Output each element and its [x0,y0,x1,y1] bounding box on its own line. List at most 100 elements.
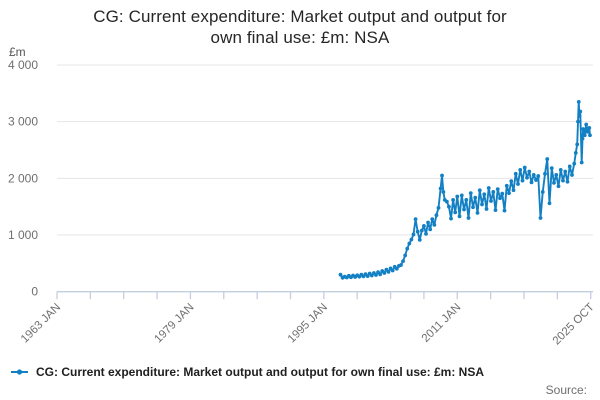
series-point [573,150,578,155]
series-point [580,136,585,141]
series-point [462,207,466,212]
series-point [365,274,370,279]
series-point [563,169,568,174]
series-point [440,173,444,178]
series-point [491,190,496,194]
series-point [424,231,428,236]
series-point [390,268,395,273]
chart-title: CG: Current expenditure: Market output a… [0,6,600,48]
series-point [536,174,541,178]
series-point [482,192,487,197]
series-point [382,271,387,275]
series-point [441,190,446,194]
series-point [581,127,586,131]
series-point [468,191,473,195]
series-point [484,207,489,211]
series-point [405,246,410,251]
series-point [399,263,403,267]
series-point [409,237,414,242]
series-point [584,122,589,127]
series-point [493,208,498,212]
series-point [447,204,451,209]
series-point [554,173,559,177]
legend-label: CG: Current expenditure: Market output a… [36,365,485,379]
y-tick-label: 4 000 [8,58,38,72]
series-point [518,167,523,172]
series-point [561,178,565,183]
plot-area[interactable] [57,65,593,292]
series-point [577,114,582,118]
legend-series-marker-icon [11,369,28,375]
y-tick-label: 3 000 [8,115,38,129]
series-point [547,201,552,206]
series-point [411,232,416,237]
series-point [540,190,545,194]
series-point [426,220,430,225]
y-tick-label: 2 000 [8,171,38,185]
series-point [338,272,343,277]
series-point [434,213,439,218]
series-point [513,171,518,176]
series-point [489,199,493,203]
series-point [415,229,420,234]
series-point [511,188,516,193]
series-point [549,166,554,171]
series-point [585,129,590,134]
series-point [428,227,433,232]
x-tick-label: 1979 JAN [152,301,196,345]
series-point [558,167,563,172]
series-point [378,272,383,277]
series-point [401,259,405,263]
series-point [466,216,471,220]
series-point [451,197,456,202]
series-point [422,224,426,228]
series-point [576,119,580,124]
series-point [471,205,475,210]
series-point [502,208,507,213]
series-point [369,273,374,278]
source-label: Source: [545,383,587,397]
series-point [459,193,464,198]
series-point [498,196,502,201]
series-point [438,186,443,191]
series-point [419,228,424,233]
series-point [500,191,505,196]
series-point [449,216,453,221]
series-point [417,237,422,242]
series-point [525,175,529,180]
y-tick-label: 0 [31,285,38,299]
series-point [394,266,399,271]
chart-title-line2: own final use: £m: NSA [210,28,390,47]
x-tick-label: 1995 JAN [286,301,330,345]
series-point [430,217,435,222]
series-point [507,191,511,195]
series-point [444,199,449,204]
series-point [588,133,592,138]
series-point [565,179,570,184]
series-point [486,186,491,190]
chart-title-line1: CG: Current expenditure: Market output a… [93,7,507,26]
series-point [403,253,408,258]
series-point [520,178,525,183]
series-point [552,180,556,185]
series-point [464,197,469,202]
series-point [516,182,520,186]
series-point [572,161,577,166]
x-tick-label: 2011 JAN [420,301,464,345]
series-point [529,180,534,185]
series-point [473,195,478,200]
series-point [407,241,412,246]
series-point [480,202,484,207]
series-point [522,165,527,170]
series-point [543,171,547,176]
series-point [477,188,482,193]
legend: CG: Current expenditure: Market output a… [11,365,484,379]
series-point [567,164,572,169]
x-tick-label: 1963 JAN [19,301,63,345]
series-point [579,160,584,165]
series-point [457,214,462,219]
series-point [436,205,441,210]
series-point [531,173,536,177]
series-point [582,133,587,138]
